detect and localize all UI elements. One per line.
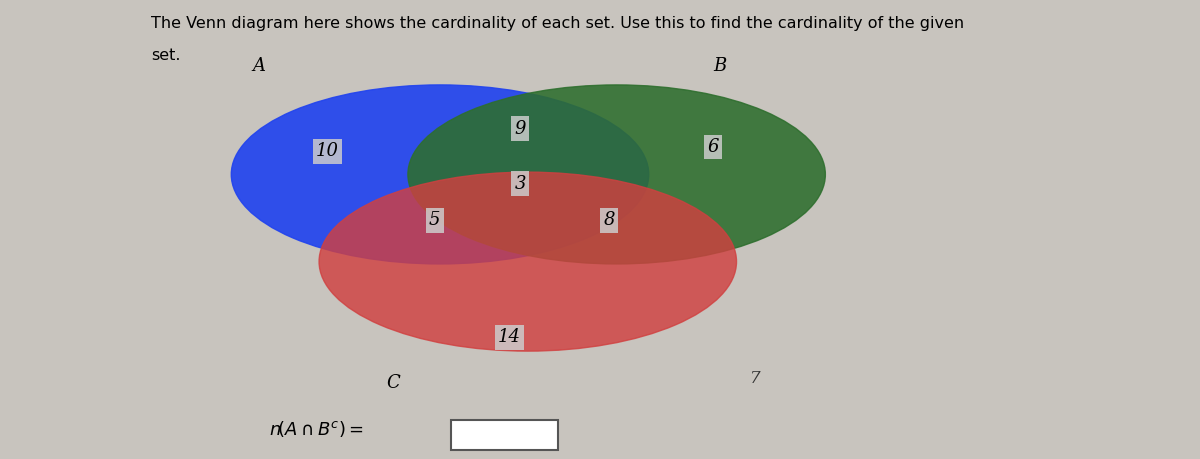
Text: B: B [713, 57, 726, 75]
Text: 7: 7 [750, 370, 761, 387]
Text: 5: 5 [428, 211, 440, 230]
Text: 6: 6 [707, 138, 719, 156]
Text: A: A [253, 57, 265, 75]
Text: 9: 9 [515, 119, 526, 138]
Circle shape [408, 85, 826, 264]
Text: 3: 3 [515, 174, 526, 193]
Text: C: C [386, 374, 401, 392]
FancyBboxPatch shape [451, 420, 558, 450]
Text: 14: 14 [498, 328, 521, 347]
Text: 10: 10 [316, 142, 340, 161]
Circle shape [319, 172, 737, 351]
Text: The Venn diagram here shows the cardinality of each set. Use this to find the ca: The Venn diagram here shows the cardinal… [151, 16, 964, 31]
Text: set.: set. [151, 48, 180, 63]
Circle shape [232, 85, 649, 264]
Text: 8: 8 [604, 211, 614, 230]
Text: $n\!\left(A\cap B^{c}\right)=$: $n\!\left(A\cap B^{c}\right)=$ [269, 419, 364, 439]
